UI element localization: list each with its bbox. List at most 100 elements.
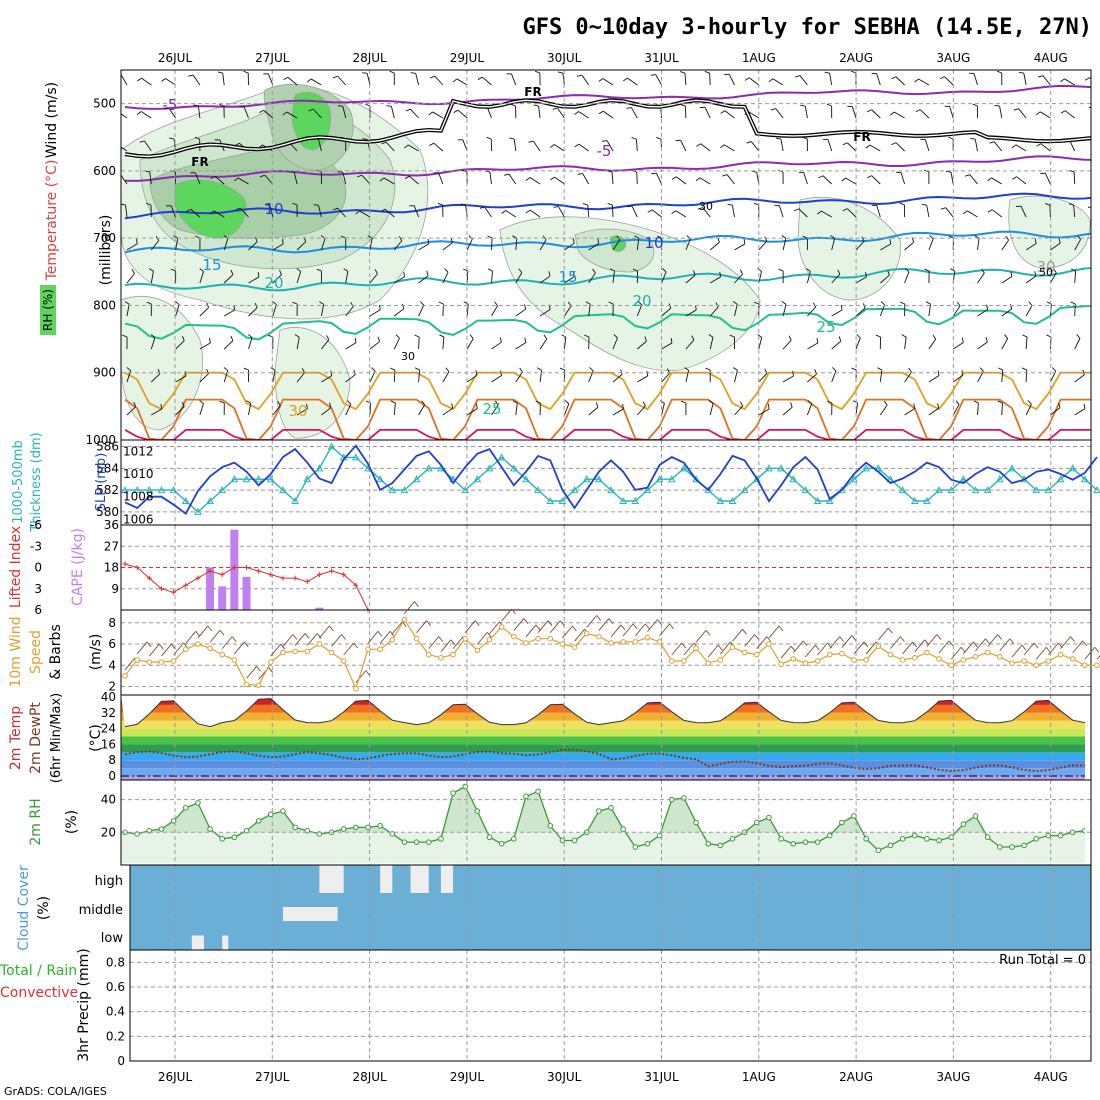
wind-barb-flag xyxy=(708,400,714,404)
rh-point xyxy=(766,814,772,821)
wind-barb-flag xyxy=(644,336,647,342)
wind-barb-flag xyxy=(378,304,381,310)
wind-barb-flag xyxy=(559,620,565,626)
rh-tick: 20 xyxy=(101,825,116,839)
wind-barb xyxy=(199,373,209,383)
wind-barb xyxy=(1048,642,1059,656)
wind-barb-flag xyxy=(414,601,419,607)
wind-barb-flag xyxy=(325,335,330,340)
rh-contour-region xyxy=(499,216,761,372)
wind-barb xyxy=(515,371,523,383)
wind-barb-flag xyxy=(757,334,762,338)
wind-barb-flag xyxy=(340,235,346,239)
wind-barb-flag xyxy=(329,625,334,632)
wind-barb xyxy=(807,373,817,383)
wind-barb-flag xyxy=(987,177,992,182)
wind-speed-point xyxy=(1045,658,1052,664)
wind-barb-flag xyxy=(452,78,458,83)
wind-barb-flag xyxy=(559,367,565,371)
wind-barb xyxy=(798,208,808,218)
wind-barb xyxy=(831,309,843,317)
wind-barb-flag xyxy=(414,334,420,338)
wind-barb xyxy=(977,238,980,251)
wind-barb-flag xyxy=(1094,646,1100,653)
rh-point xyxy=(547,822,554,829)
lifted-index-point xyxy=(231,565,237,570)
slp-tick: 1012 xyxy=(123,444,154,458)
wind-barb xyxy=(539,239,547,251)
wind-barb-flag xyxy=(827,400,833,404)
wind-barb-flag xyxy=(704,71,710,74)
wind-barb xyxy=(977,272,985,284)
minmax-axis-title: (6hr Min/Max) xyxy=(49,693,64,783)
wind-barb-flag xyxy=(460,203,466,206)
wind-barb xyxy=(199,271,204,284)
thickness-point xyxy=(838,486,846,494)
thickness-point xyxy=(983,486,992,494)
wind-barb xyxy=(1025,305,1033,317)
rh-point xyxy=(231,834,238,841)
wind-barb-flag xyxy=(306,403,308,409)
wind-barb-flag xyxy=(585,301,591,305)
wind-barb xyxy=(345,306,354,317)
wind-barb xyxy=(775,108,784,119)
wind-barb-flag xyxy=(259,109,264,114)
isotherm-label: -5 xyxy=(163,96,178,114)
wind-barb xyxy=(394,308,405,317)
wind-barb-flag xyxy=(656,137,662,140)
wind-barb-flag xyxy=(814,369,817,375)
thickness-axis-title: 1000-500mb xyxy=(11,440,26,524)
wind-barb-flag xyxy=(1083,403,1086,409)
wind-barb xyxy=(121,113,128,119)
wind-barb xyxy=(904,241,914,251)
wind-axis-title: Wind (m/s) xyxy=(44,82,60,158)
wind-barb-flag xyxy=(838,336,842,342)
wind10m-panel: 8 6 4 2 10m Wind Speed & Barbs (m/s) xyxy=(8,601,1100,696)
rh-point xyxy=(158,826,165,832)
rh-point xyxy=(717,842,724,849)
freezing-label: FR xyxy=(191,155,208,169)
wind-barb-flag xyxy=(985,638,990,645)
wind-barb-flag xyxy=(1009,638,1015,645)
wind-barb xyxy=(554,144,565,152)
rh-point xyxy=(948,834,955,841)
rh-point xyxy=(729,836,736,842)
wind-barb-flag xyxy=(720,110,726,114)
wind-barb-flag xyxy=(512,235,518,239)
lifted-index-point xyxy=(219,572,225,578)
thickness-point xyxy=(740,486,749,494)
wind-barb-flag xyxy=(437,202,443,206)
rh-point xyxy=(535,788,541,795)
wind-barb xyxy=(879,404,888,416)
wind-barb xyxy=(1050,272,1057,284)
wind-barb-flag xyxy=(877,367,883,371)
wind-barb-flag xyxy=(113,145,117,148)
precip-axis-title: 3hr Precip (mm) xyxy=(76,948,92,1061)
wind-barb-flag xyxy=(487,268,493,272)
rh-point xyxy=(984,834,991,841)
wind-barb xyxy=(758,408,770,416)
wind-barb-flag xyxy=(438,301,444,305)
wind-barb xyxy=(391,621,403,635)
thickness-point xyxy=(704,486,713,494)
rh-point xyxy=(960,821,967,827)
wind-barb-flag xyxy=(552,107,558,110)
wind-barb xyxy=(622,623,634,637)
wind-barb-flag xyxy=(573,271,575,277)
wind-speed-point xyxy=(243,681,250,688)
wind-barb xyxy=(175,304,180,317)
cape-grid xyxy=(121,525,1091,610)
wind-tick: 4 xyxy=(108,658,116,672)
rh-point xyxy=(450,790,456,796)
wind-speed-point xyxy=(620,639,626,645)
wind-barb-flag xyxy=(462,268,468,272)
wind-barb xyxy=(683,642,695,656)
wind-barb-flag xyxy=(194,136,200,140)
wind-barb xyxy=(831,340,842,350)
wind-speed-point xyxy=(316,641,323,647)
wind-barb xyxy=(440,639,452,653)
wind-barb xyxy=(418,275,429,284)
wind-barb-flag xyxy=(450,237,453,243)
lifted-index-point xyxy=(353,582,359,588)
wind-barb xyxy=(515,272,523,284)
